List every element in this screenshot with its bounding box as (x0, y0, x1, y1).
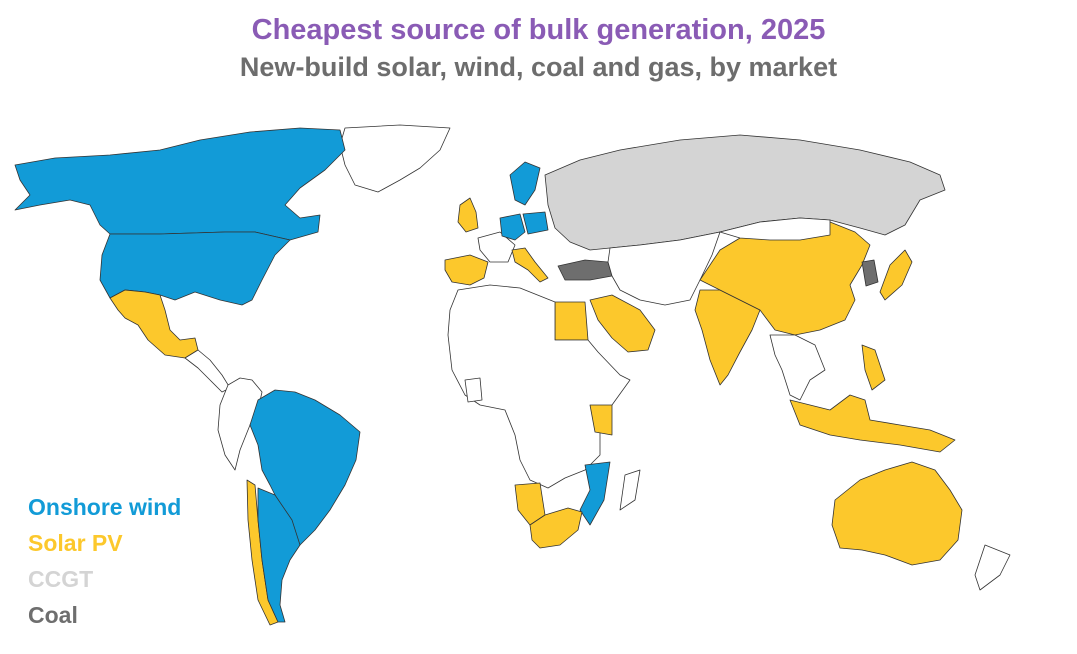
world-map (14, 124, 1011, 626)
map-title: Cheapest source of bulk generation, 2025 (251, 14, 826, 46)
legend-solar-pv: Solar PV (28, 530, 123, 556)
region-kenya (589, 404, 613, 436)
region-south-africa (529, 507, 583, 549)
region-poland (522, 211, 549, 235)
region-mexico (109, 289, 199, 359)
region-mozambique (579, 461, 611, 526)
region-ghana (464, 377, 483, 403)
legend: Onshore wind Solar PV CCGT Coal (28, 489, 181, 633)
region-new-zealand (974, 544, 1011, 591)
region-mongolia (719, 217, 831, 241)
region-canada (14, 127, 346, 241)
region-germany (499, 213, 526, 241)
region-indonesia (789, 394, 956, 453)
region-saudi-arabia (589, 294, 656, 353)
legend-onshore-wind: Onshore wind (28, 494, 182, 520)
region-japan (879, 249, 913, 301)
region-spain (444, 254, 489, 286)
legend-coal: Coal (28, 602, 78, 628)
region-madagascar (619, 469, 641, 511)
map-subtitle: New-build solar, wind, coal and gas, by … (239, 52, 838, 82)
region-australia (831, 461, 963, 566)
legend-ccgt: CCGT (28, 566, 94, 592)
region-central-asia (607, 231, 721, 306)
region-france (477, 231, 516, 263)
region-turkey (557, 259, 613, 281)
region-africa-other (447, 284, 631, 489)
region-united-kingdom (457, 197, 479, 233)
region-argentina (257, 487, 301, 623)
region-philippines (861, 344, 886, 391)
region-egypt (554, 301, 589, 341)
region-central-america (184, 349, 231, 393)
region-southeast-asia (769, 334, 826, 401)
region-sweden (509, 161, 541, 206)
region-colombia-peru (217, 377, 263, 471)
region-russia (544, 134, 946, 251)
region-south-korea (861, 259, 879, 287)
region-brazil (249, 389, 361, 546)
region-italy (511, 247, 549, 283)
region-greenland (339, 124, 451, 193)
